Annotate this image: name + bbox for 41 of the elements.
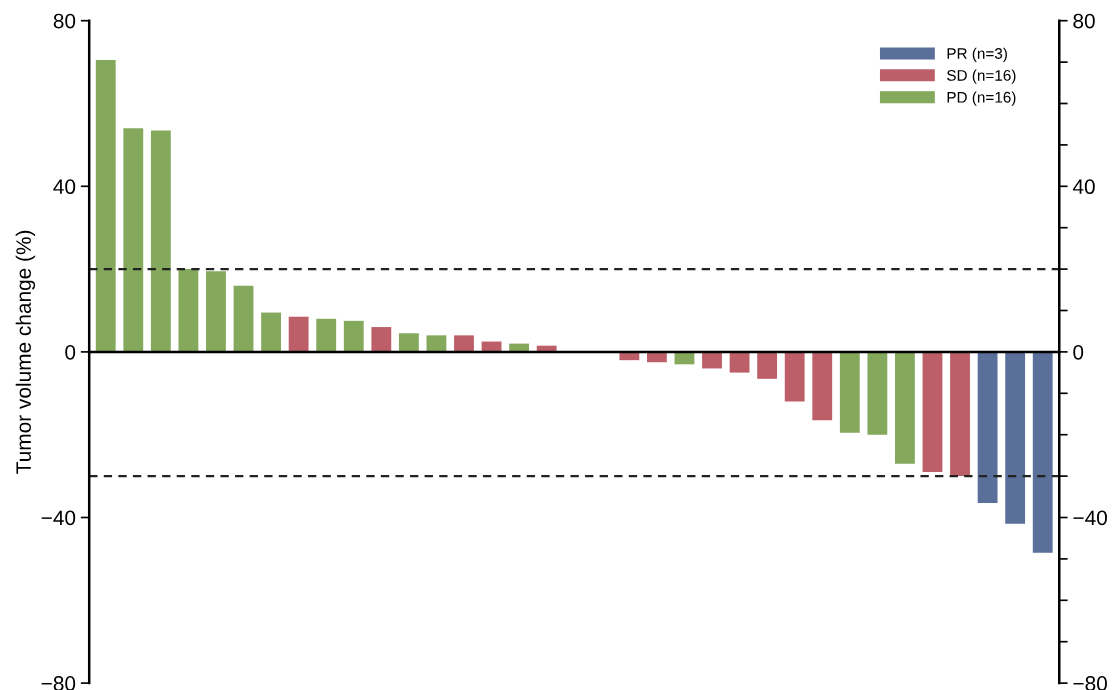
- bar: [1032, 351, 1053, 553]
- y2-tick-label: 0: [1073, 344, 1084, 360]
- bar: [950, 351, 970, 477]
- y-tick-label: −80: [41, 676, 76, 690]
- bar: [757, 351, 778, 379]
- bar: [867, 351, 888, 435]
- bar: [398, 333, 419, 352]
- y-tick-label: 40: [53, 179, 76, 195]
- y-tick-label: −40: [41, 510, 76, 526]
- bar: [454, 335, 474, 352]
- y-tick-label: 80: [53, 13, 76, 29]
- bar: [316, 318, 337, 352]
- bar: [343, 320, 364, 352]
- bar: [812, 351, 833, 421]
- bar: [123, 128, 144, 352]
- legend-label: PD (n=16): [947, 91, 1016, 106]
- bar: [729, 351, 750, 373]
- y-tick-label: 0: [65, 344, 76, 360]
- bar: [426, 335, 447, 352]
- bar: [977, 351, 998, 504]
- y2-tick-label: 80: [1073, 13, 1095, 29]
- y2-tick-label: −40: [1073, 510, 1107, 526]
- bar: [233, 285, 254, 352]
- bar: [784, 351, 805, 402]
- bar: [371, 327, 392, 352]
- bar: [178, 269, 199, 352]
- legend-label: PR (n=3): [947, 47, 1007, 62]
- y2-tick-label: −80: [1073, 676, 1107, 690]
- y-axis-title: Tumor volume change (%): [15, 230, 36, 474]
- bar: [206, 271, 226, 352]
- bar: [702, 351, 722, 369]
- bar: [839, 351, 860, 433]
- legend-label: SD (n=16): [947, 69, 1016, 84]
- bar: [922, 351, 943, 472]
- bar: [150, 130, 171, 352]
- bar: [288, 316, 309, 352]
- bar: [1005, 351, 1026, 524]
- bar: [261, 312, 282, 352]
- bar: [895, 351, 915, 464]
- bar: [95, 60, 116, 352]
- y2-tick-label: 40: [1072, 179, 1095, 195]
